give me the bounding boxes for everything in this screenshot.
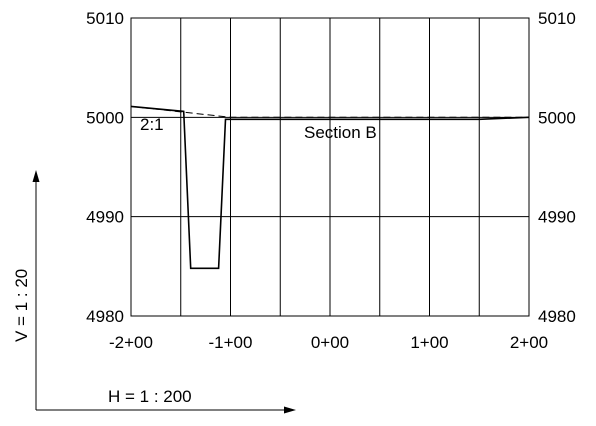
section-label: Section B <box>304 123 377 142</box>
y-tick-labels-right: 4980 4990 5000 5010 <box>538 9 576 326</box>
y-tick-label-right: 4990 <box>538 208 576 227</box>
x-tick-label: 1+00 <box>410 333 448 352</box>
y-tick-label-left: 4990 <box>86 208 124 227</box>
grid <box>130 17 530 317</box>
vertical-scale-label: V = 1 : 20 <box>12 269 31 342</box>
horizontal-arrowhead-icon <box>284 406 296 414</box>
y-tick-label-left: 5000 <box>86 108 124 127</box>
y-tick-labels-left: 4980 4990 5000 5010 <box>86 9 124 326</box>
y-tick-label-right: 5000 <box>538 108 576 127</box>
x-tick-labels: -2+00 -1+00 0+00 1+00 2+00 <box>109 333 548 352</box>
x-tick-label: -1+00 <box>209 333 253 352</box>
y-tick-label-right: 5010 <box>538 9 576 28</box>
series-layer <box>130 105 530 270</box>
vertical-arrowhead-icon <box>32 170 40 182</box>
y-tick-label-right: 4980 <box>538 307 576 326</box>
design-section-line <box>130 105 530 270</box>
plot-frame <box>130 17 530 317</box>
existing-ground-dashed-line <box>130 105 529 118</box>
x-tick-label: 2+00 <box>510 333 548 352</box>
slope-label: 2:1 <box>140 115 164 134</box>
horizontal-scale-label: H = 1 : 200 <box>108 387 192 406</box>
x-tick-label: -2+00 <box>109 333 153 352</box>
y-tick-label-left: 4980 <box>86 307 124 326</box>
x-tick-label: 0+00 <box>311 333 349 352</box>
y-tick-label-left: 5010 <box>86 9 124 28</box>
